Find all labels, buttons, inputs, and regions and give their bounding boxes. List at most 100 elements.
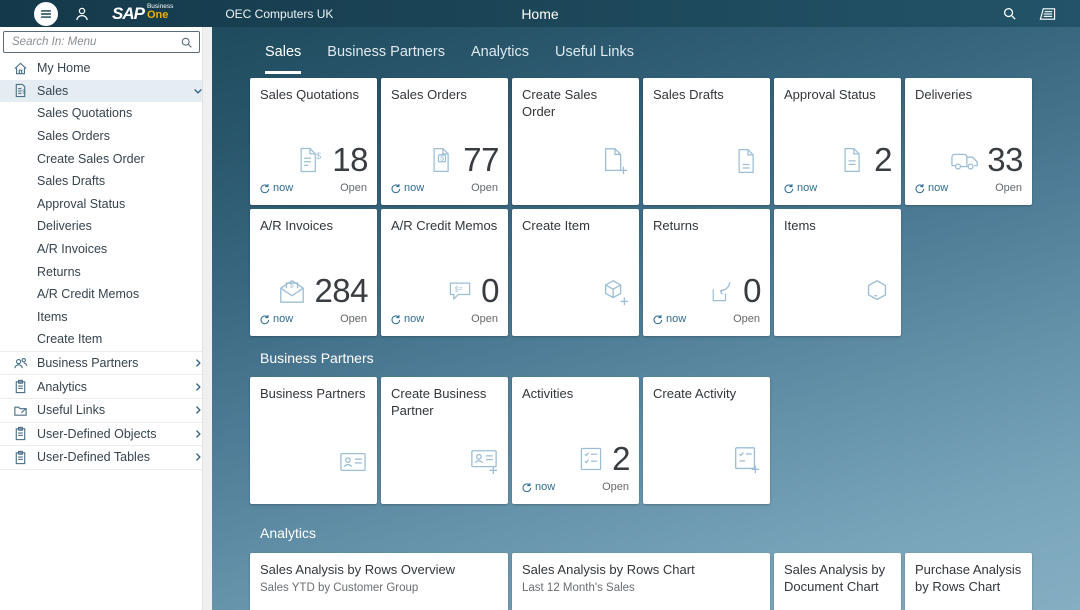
tile-title: Deliveries — [915, 87, 973, 102]
sidebar: My Home $ Sales Sales Quotations Sales O… — [0, 27, 212, 610]
sidebar-item-ar-credit-memos[interactable]: A/R Credit Memos — [0, 283, 212, 306]
sidebar-item-label: Create Sales Order — [37, 151, 145, 166]
chevron-right-icon[interactable] — [192, 451, 204, 463]
sidebar-item-business-partners[interactable]: Business Partners — [0, 350, 212, 375]
useful-links-icon — [12, 402, 28, 418]
tile-purchase-analysis-rows-chart[interactable]: Purchase Analysis by Rows Chart — [905, 553, 1032, 610]
tile-refresh-link[interactable]: now — [652, 313, 686, 325]
draft-document-icon — [733, 146, 761, 176]
top-bar: SAP Business One OEC Computers UK Home — [0, 0, 1080, 27]
section-header-analytics: Analytics — [260, 525, 317, 541]
chevron-right-icon[interactable] — [192, 357, 204, 369]
tile-approval-status[interactable]: Approval Status 2 now — [774, 78, 901, 205]
tile-refresh-link[interactable]: now — [259, 313, 293, 325]
chevron-right-icon[interactable] — [192, 381, 204, 393]
tile-sales-analysis-rows-chart[interactable]: Sales Analysis by Rows Chart Last 12 Mon… — [512, 553, 770, 610]
sidebar-item-sales-quotations[interactable]: Sales Quotations — [0, 102, 212, 125]
tab-business-partners[interactable]: Business Partners — [327, 44, 445, 60]
chevron-right-icon[interactable] — [192, 404, 204, 416]
sidebar-item-sales-drafts[interactable]: Sales Drafts — [0, 170, 212, 193]
home-icon — [12, 60, 28, 76]
header-menu-icon[interactable] — [1039, 7, 1056, 21]
activities-checklist-icon — [577, 445, 605, 473]
sidebar-item-user-defined-objects[interactable]: User-Defined Objects — [0, 421, 212, 446]
tile-sales-analysis-rows-overview[interactable]: Sales Analysis by Rows Overview Sales YT… — [250, 553, 508, 610]
tab-useful-links[interactable]: Useful Links — [554, 44, 634, 60]
tile-subtitle: Last 12 Month's Sales — [522, 581, 635, 594]
sales-tile-group: Sales Quotations $ 18 now Open Sales Ord… — [250, 78, 1040, 340]
tile-title: Create Activity — [653, 386, 737, 401]
sidebar-item-approval-status[interactable]: Approval Status — [0, 193, 212, 216]
tile-ar-credit-memos[interactable]: A/R Credit Memos $= 0 now Open — [381, 209, 508, 336]
sidebar-item-user-defined-tables[interactable]: User-Defined Tables — [0, 445, 212, 470]
tile-open-link[interactable]: Open — [602, 481, 629, 493]
tile-create-sales-order[interactable]: Create Sales Order — [512, 78, 639, 205]
tile-deliveries[interactable]: Deliveries 33 now Open — [905, 78, 1032, 205]
tile-sales-orders[interactable]: Sales Orders $ 77 now Open — [381, 78, 508, 205]
section-header-business-partners: Business Partners — [260, 350, 374, 366]
sidebar-item-analytics[interactable]: Analytics — [0, 374, 212, 398]
tile-refresh-link[interactable]: now — [521, 481, 555, 493]
tile-sales-quotations[interactable]: Sales Quotations $ 18 now Open — [250, 78, 377, 205]
sales-quotation-document-icon: $ — [295, 145, 325, 175]
tile-ar-invoices[interactable]: A/R Invoices $ 284 now Open — [250, 209, 377, 336]
business-partners-tile-group: Business Partners Create Business Partne… — [250, 377, 1040, 508]
sidebar-item-sales[interactable]: $ Sales — [0, 79, 212, 103]
hamburger-menu-button[interactable] — [34, 1, 58, 26]
sidebar-item-create-item[interactable]: Create Item — [0, 328, 212, 351]
tile-sales-drafts[interactable]: Sales Drafts — [643, 78, 770, 205]
tile-title: A/R Invoices — [260, 218, 333, 233]
tile-returns[interactable]: Returns 0 now Open — [643, 209, 770, 336]
chevron-right-icon[interactable] — [192, 428, 204, 440]
user-icon[interactable] — [74, 6, 90, 22]
approval-document-icon — [839, 145, 867, 175]
sidebar-item-items[interactable]: Items — [0, 306, 212, 329]
tile-business-partners[interactable]: Business Partners — [250, 377, 377, 504]
tile-open-link[interactable]: Open — [340, 313, 367, 325]
sidebar-item-ar-invoices[interactable]: A/R Invoices — [0, 238, 212, 261]
tile-activities[interactable]: Activities 2 now Open — [512, 377, 639, 504]
create-document-icon — [600, 146, 630, 176]
tile-count: 284 — [314, 272, 368, 309]
home-workspace: Sales Business Partners Analytics Useful… — [212, 27, 1080, 610]
sidebar-item-label: Sales Orders — [37, 129, 110, 144]
tile-title: A/R Credit Memos — [391, 218, 498, 233]
tile-refresh-link[interactable]: now — [914, 182, 948, 194]
clipboard-icon — [12, 426, 28, 442]
sidebar-item-useful-links[interactable]: Useful Links — [0, 397, 212, 422]
tab-analytics[interactable]: Analytics — [470, 44, 529, 60]
tile-create-activity[interactable]: Create Activity — [643, 377, 770, 504]
delivery-truck-icon — [950, 146, 980, 174]
sidebar-item-label: A/R Invoices — [37, 242, 108, 257]
search-icon[interactable] — [1002, 6, 1017, 21]
tile-refresh-link[interactable]: now — [259, 182, 293, 194]
sidebar-item-returns[interactable]: Returns — [0, 260, 212, 283]
tile-items[interactable]: Items — [774, 209, 901, 336]
tile-refresh-link[interactable]: now — [390, 313, 424, 325]
tile-refresh-link[interactable]: now — [783, 182, 817, 194]
tile-open-link[interactable]: Open — [471, 182, 498, 194]
tile-refresh-link[interactable]: now — [390, 182, 424, 194]
analytics-tile-group: Sales Analysis by Rows Overview Sales YT… — [250, 553, 1040, 610]
tile-title: Purchase Analysis by Rows Chart — [915, 562, 1022, 594]
search-input[interactable] — [10, 35, 180, 49]
create-activity-icon — [731, 445, 761, 475]
tab-sales[interactable]: Sales — [265, 44, 302, 74]
tile-sales-analysis-document-chart[interactable]: Sales Analysis by Document Chart — [774, 553, 901, 610]
tile-title: Create Sales Order — [522, 87, 598, 119]
tile-open-link[interactable]: Open — [995, 182, 1022, 194]
tile-create-business-partner[interactable]: Create Business Partner — [381, 377, 508, 504]
tile-open-link[interactable]: Open — [471, 313, 498, 325]
tile-title: Returns — [653, 218, 699, 233]
chevron-down-icon[interactable] — [192, 85, 204, 97]
tile-open-link[interactable]: Open — [340, 182, 367, 194]
sidebar-item-deliveries[interactable]: Deliveries — [0, 215, 212, 238]
sidebar-item-create-sales-order[interactable]: Create Sales Order — [0, 147, 212, 170]
sidebar-item-my-home[interactable]: My Home — [0, 57, 212, 80]
tile-create-item[interactable]: Create Item — [512, 209, 639, 336]
tile-count: 2 — [874, 141, 892, 178]
sidebar-item-sales-orders[interactable]: Sales Orders — [0, 125, 212, 148]
search-icon[interactable] — [180, 36, 193, 49]
tile-open-link[interactable]: Open — [733, 313, 760, 325]
sidebar-scrollbar[interactable] — [202, 27, 212, 610]
